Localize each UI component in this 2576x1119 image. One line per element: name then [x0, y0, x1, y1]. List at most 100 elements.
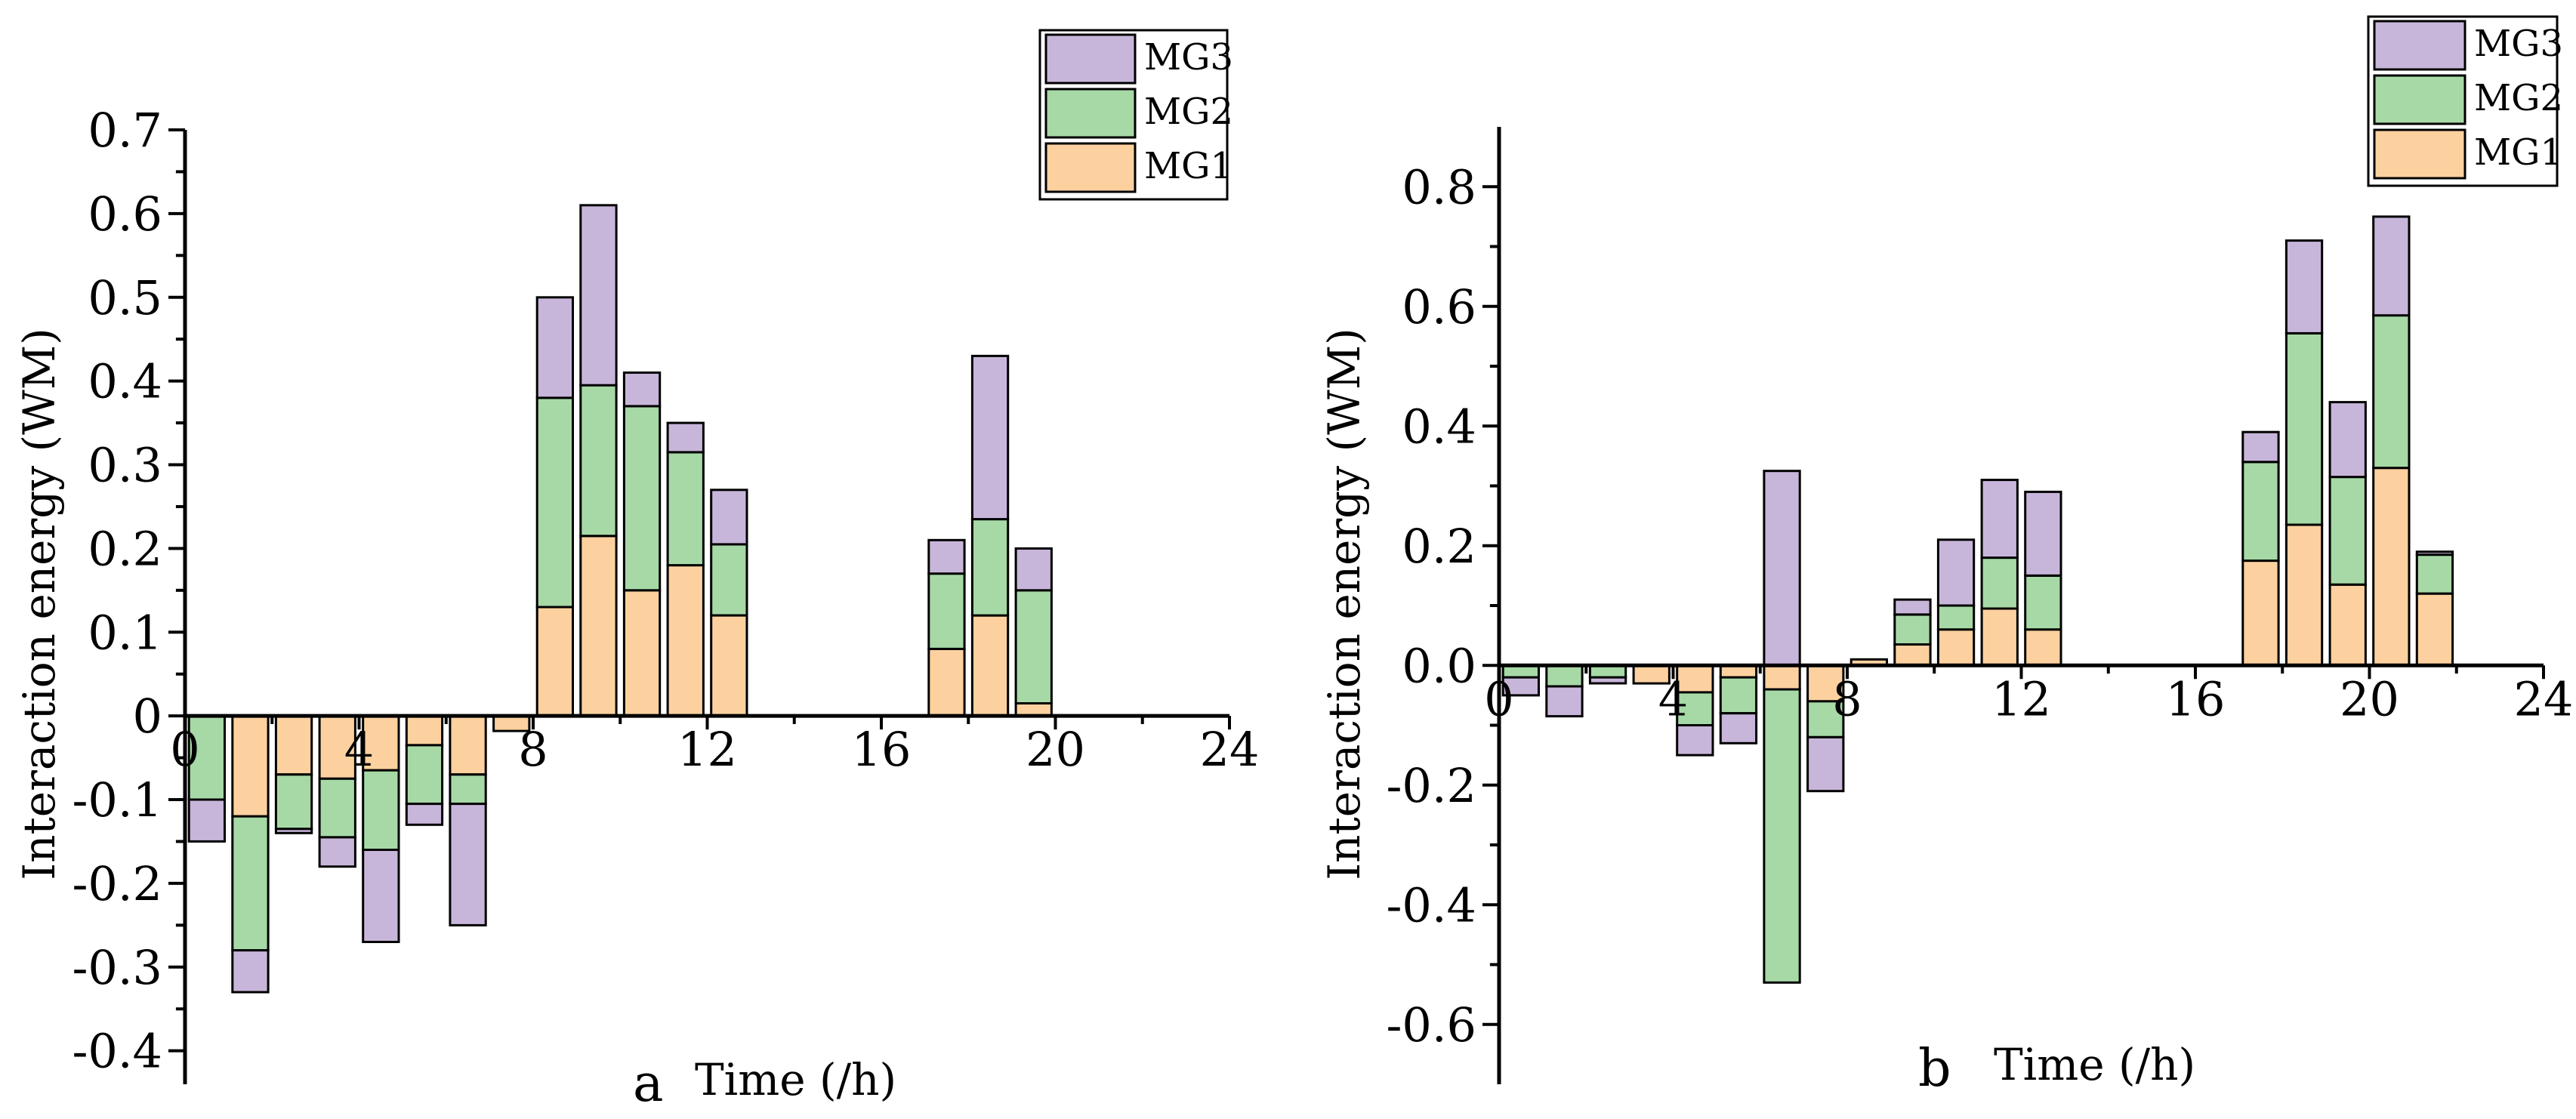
panel-a-legend-swatch-mg1: [1044, 142, 1137, 193]
panel-b-y-axis-title: Interaction energy (WM): [1319, 328, 1370, 880]
panel-a-y-tick-label: -0.2: [72, 856, 162, 911]
panel-b-bar-mg2-h12: [1980, 556, 2019, 610]
panel-b-bar-mg1-h11: [1936, 628, 1976, 667]
panel-a: -0.4-0.3-0.2-0.100.10.20.30.40.50.60.70 4…: [14, 29, 1259, 1114]
panel-a-x-tick-label: 20: [1026, 722, 1085, 777]
panel-a-x-tick-label: 12: [677, 722, 737, 777]
panel-b-legend-label-mg1: MG1: [2474, 131, 2563, 174]
panel-a-bar-mg2-h2: [231, 815, 270, 952]
panel-a-x-tick-label: 8: [518, 722, 548, 777]
panel-a-bar-mg2-h18: [927, 572, 966, 650]
panel-b-bar-mg1-h10: [1893, 643, 1932, 667]
panel-b-bars: [1501, 215, 2454, 984]
panel-b-bar-mg1-h7: [1763, 664, 1801, 691]
panel-a-bar-mg3-h3: [274, 828, 313, 834]
panel-b-y-tick-label: -0.4: [1386, 877, 1476, 932]
panel-a-bar-mg2-h13: [710, 543, 748, 617]
panel-a-bar-mg3-h12: [666, 421, 705, 454]
panel-b-x-tick-label: 12: [1991, 671, 2051, 726]
panel-a-x-axis-title: Time (/h): [695, 1054, 896, 1105]
panel-a-y-tick-label: 0.3: [88, 438, 162, 493]
panel-a-bar-mg3-h4: [318, 836, 356, 868]
panel-b-x-tick-label: 24: [2514, 671, 2574, 726]
panel-a-bar-mg2-h6: [405, 744, 444, 806]
panel-a-legend-swatch-mg2: [1044, 88, 1137, 139]
panel-a-bar-mg1-h13: [710, 614, 748, 717]
panel-b-tick-labels: -0.6 -0.4 -0.2 0.0 0.2 0.4 0.6 0.8 0 4 8 12 16 20 24: [1386, 159, 2573, 1053]
panel-b-bar-mg3-h2: [1545, 685, 1584, 718]
panel-b-legend-label-mg3: MG3: [2474, 23, 2563, 65]
panel-b-axes: [1482, 127, 2545, 1084]
panel-b-legend-swatch-mg1: [2373, 128, 2466, 180]
panel-a-y-tick-label: 0.6: [88, 186, 162, 242]
panel-b-bar-mg3-h18: [2241, 430, 2280, 464]
panel-a-bar-mg3-h9: [535, 296, 575, 399]
panel-a-y-tick-label: -0.3: [72, 940, 162, 995]
panel-a-bar-mg2-h3: [274, 773, 313, 831]
panel-a-legend-label-mg2: MG2: [1144, 91, 1233, 133]
panel-a-bar-mg2-h5: [362, 769, 400, 852]
panel-a-legend-label-mg1: MG1: [1144, 145, 1233, 187]
panel-a-bar-mg3-h19: [970, 354, 1010, 521]
panel-a-bar-mg1-h10: [579, 535, 618, 717]
panel-a-bar-mg2-h9: [535, 396, 575, 609]
panel-b-bar-mg1-h22: [2415, 592, 2454, 667]
panel-b-letter: b: [1918, 1039, 1951, 1099]
panel-b-y-tick-label: 0.0: [1402, 638, 1476, 693]
panel-a-bar-mg1-h2: [231, 714, 270, 818]
panel-b-bar-mg1-h13: [2024, 628, 2062, 667]
panel-a-bar-mg3-h10: [579, 204, 618, 387]
panel-a-bar-mg2-h7: [449, 773, 487, 806]
panel-a-x-tick-label: 4: [344, 722, 374, 777]
panel-a-bar-mg1-h18: [927, 647, 966, 717]
panel-b-bar-mg2-h21: [2372, 314, 2411, 470]
panel-a-bar-mg2-h4: [318, 777, 356, 839]
panel-b-y-tick-label: -0.2: [1386, 758, 1476, 813]
panel-b-x-axis-title: Time (/h): [1994, 1039, 2195, 1090]
panel-b-y-tick-label: 0.6: [1402, 279, 1476, 334]
panel-b-bar-mg1-h19: [2284, 523, 2324, 667]
panel-a-y-axis-title: Interaction energy (WM): [14, 328, 65, 880]
panel-a-bar-mg1-h3: [274, 714, 313, 776]
panel-a-bar-mg1-h11: [622, 589, 662, 717]
panel-b-bar-mg3-h12: [1980, 479, 2019, 560]
panel-b-y-tick-label: -0.6: [1386, 997, 1476, 1053]
panel-a-letter: a: [633, 1054, 664, 1114]
panel-b-bar-mg2-h18: [2241, 461, 2280, 563]
panel-a-bar-mg2-h19: [970, 518, 1010, 617]
panel-b-bar-mg2-h20: [2328, 476, 2367, 586]
panel-b-bar-mg2-h13: [2024, 574, 2062, 631]
panel-b-y-tick-label: 0.2: [1402, 519, 1476, 574]
panel-b-legend-swatch-mg3: [2373, 20, 2466, 71]
panel-a-bar-mg3-h2: [231, 949, 270, 994]
panel-b-x-tick-label: 8: [1832, 671, 1862, 726]
panel-b-y-tick-label: 0.8: [1402, 159, 1476, 214]
panel-b-bar-mg1-h12: [1980, 607, 2019, 667]
panel-a-bars: [187, 204, 1053, 994]
panel-a-legend-swatch-mg3: [1044, 33, 1137, 85]
panel-b-bar-mg3-h13: [2024, 490, 2062, 577]
panel-b-bar-mg2-h5: [1676, 691, 1714, 727]
panel-a-bar-mg1-h7: [449, 714, 487, 776]
panel-a-y-tick-label: 0.7: [88, 103, 162, 158]
panel-a-bar-mg1-h12: [666, 564, 705, 717]
panel-a-x-tick-label: 0: [170, 722, 199, 777]
panel-a-y-tick-label: 0: [133, 689, 162, 744]
panel-a-bar-mg3-h7: [449, 803, 487, 926]
panel-b-bar-mg3-h6: [1719, 712, 1758, 744]
panel-b-bar-mg3-h5: [1676, 724, 1714, 757]
panel-a-bar-mg3-h18: [927, 538, 966, 575]
panel-b-legend-label-mg2: MG2: [2474, 77, 2563, 119]
panel-a-x-tick-label: 16: [852, 722, 912, 777]
panel-a-y-tick-label: 0.1: [88, 605, 162, 660]
panel-a-bar-mg1-h9: [535, 606, 575, 717]
panel-a-y-tick-label: -0.4: [72, 1024, 162, 1079]
panel-b-bar-mg3-h20: [2328, 401, 2367, 479]
panel-a-bar-mg3-h6: [405, 803, 444, 826]
panel-b-x-tick-label: 0: [1484, 671, 1513, 726]
panel-a-y-tick-label: 0.5: [88, 270, 162, 325]
panel-b-legend-swatch-mg2: [2373, 74, 2466, 125]
panel-b-y-tick-label: 0.4: [1402, 399, 1476, 454]
panel-b-bar-mg2-h19: [2284, 331, 2324, 526]
